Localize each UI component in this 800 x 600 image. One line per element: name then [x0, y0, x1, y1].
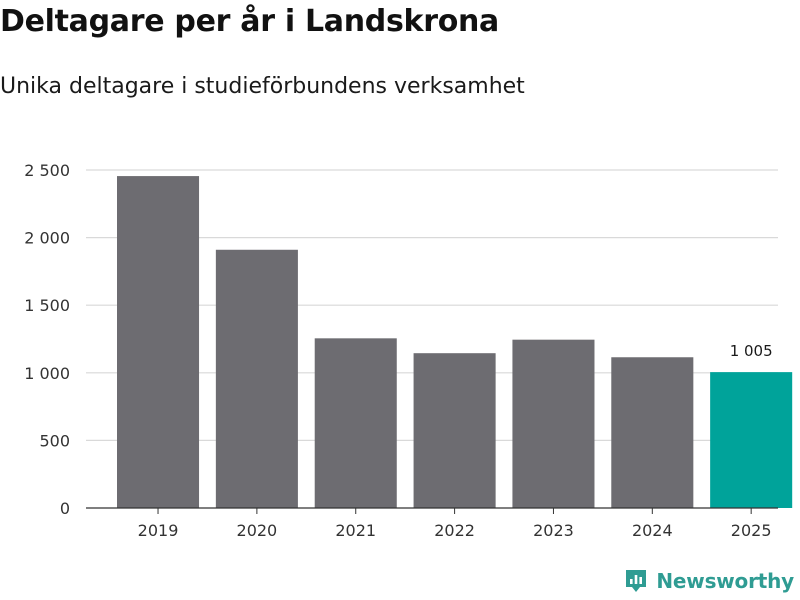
- bar-2019: [117, 176, 200, 509]
- y-tick-label: 1 500: [24, 296, 70, 315]
- bar-2022: [413, 353, 496, 508]
- x-tick-label: 2025: [731, 521, 772, 540]
- y-tick-label: 0: [60, 499, 70, 518]
- y-tick-label: 1 000: [24, 364, 70, 383]
- axes: [86, 507, 778, 514]
- data-label: 1 005: [730, 342, 773, 360]
- x-tick-label: 2022: [434, 521, 475, 540]
- y-tick-label: 2 000: [24, 229, 70, 248]
- x-tick-label: 2024: [632, 521, 673, 540]
- bar-2023: [512, 339, 595, 508]
- chart-title: Deltagare per år i Landskrona: [0, 4, 500, 39]
- y-tick-label: 2 500: [24, 161, 70, 180]
- x-tick-label: 2023: [533, 521, 574, 540]
- bars: [117, 176, 793, 509]
- x-tick-label: 2020: [237, 521, 278, 540]
- newsworthy-logo-icon: [626, 570, 647, 592]
- x-tick-label: 2021: [335, 521, 376, 540]
- labels: 0 500 1 000 1 500 2 000 2 500 2019 2020 2021 2022…: [24, 161, 772, 540]
- y-tick-label: 500: [39, 431, 70, 450]
- bar-2024: [611, 357, 694, 508]
- bar-2020: [215, 249, 298, 508]
- x-tick-label: 2019: [138, 521, 179, 540]
- bar-2025: [710, 372, 793, 508]
- brand-name: Newsworthy: [656, 569, 794, 593]
- chart-subtitle: Unika deltagare i studieförbundens verks…: [0, 74, 525, 99]
- newsworthy-logo: Newsworthy: [624, 568, 794, 594]
- bar-2021: [314, 338, 397, 508]
